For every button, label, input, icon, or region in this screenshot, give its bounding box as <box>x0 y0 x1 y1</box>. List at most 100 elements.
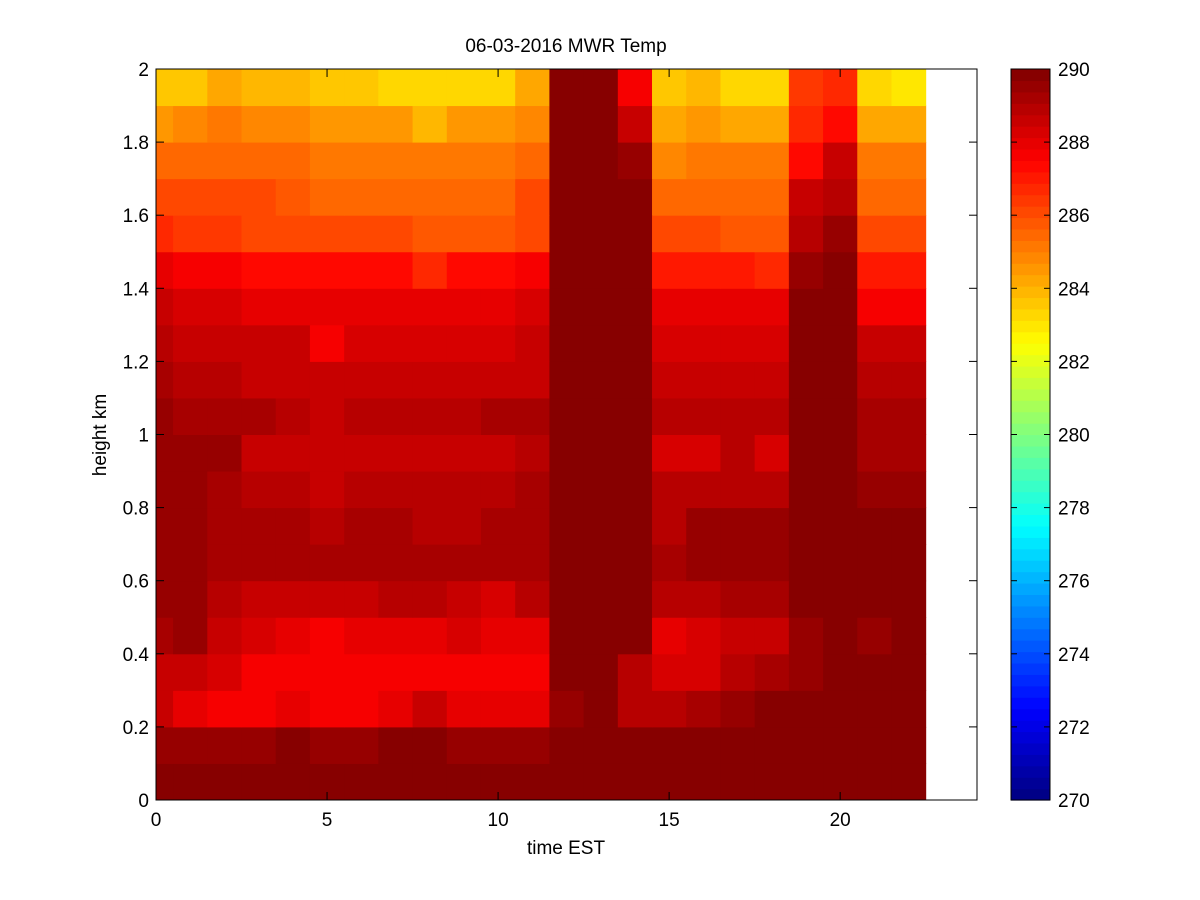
heatmap-cell <box>446 105 482 143</box>
heatmap-cell <box>378 142 414 180</box>
heatmap-cell <box>823 580 858 618</box>
heatmap-cell <box>173 434 208 472</box>
heatmap-cell <box>720 361 756 399</box>
heatmap-cell <box>754 471 790 509</box>
heatmap-cell <box>549 324 585 362</box>
heatmap-cell <box>446 397 482 435</box>
colorbar-swatch <box>1011 194 1050 207</box>
heatmap-cell <box>823 361 858 399</box>
heatmap-cell <box>549 726 585 764</box>
heatmap-cell <box>480 580 516 618</box>
colorbar-swatch <box>1011 457 1050 470</box>
heatmap-cell <box>823 288 858 326</box>
heatmap-cell <box>309 397 345 435</box>
heatmap-cell <box>378 324 414 362</box>
heatmap-cell <box>549 105 585 143</box>
heatmap-cell <box>549 434 585 472</box>
heatmap-cell <box>241 361 277 399</box>
heatmap-cell <box>549 251 585 289</box>
heatmap-cell <box>241 251 277 289</box>
heatmap-cell <box>720 142 756 180</box>
heatmap-cell <box>480 142 516 180</box>
heatmap-cell <box>378 434 414 472</box>
heatmap-cell <box>788 726 824 764</box>
y-tick-label: 0.8 <box>123 499 149 520</box>
heatmap-cell <box>720 471 756 509</box>
heatmap-cell <box>720 251 756 289</box>
heatmap-cell <box>686 434 721 472</box>
heatmap-cell <box>515 69 550 107</box>
heatmap-cell <box>378 763 414 801</box>
heatmap-cell <box>446 251 482 289</box>
heatmap-cell <box>891 142 927 180</box>
heatmap-cell <box>515 215 550 253</box>
heatmap-cell <box>788 763 824 801</box>
heatmap-cell <box>173 471 208 509</box>
heatmap-cell <box>412 178 448 216</box>
heatmap-cell <box>446 288 482 326</box>
heatmap-cell <box>446 690 482 728</box>
heatmap-cell <box>241 726 277 764</box>
heatmap-cell <box>412 69 448 107</box>
heatmap-cell <box>652 105 687 143</box>
heatmap-cell <box>156 324 174 362</box>
heatmap-cell <box>652 215 687 253</box>
heatmap-cell <box>823 178 858 216</box>
heatmap-cell <box>480 653 516 691</box>
heatmap-cell <box>652 251 687 289</box>
x-tick-label: 10 <box>488 810 509 831</box>
heatmap-cell <box>549 361 585 399</box>
heatmap-cell <box>515 288 550 326</box>
heatmap-cell <box>156 434 174 472</box>
heatmap-cell <box>788 434 824 472</box>
heatmap-cell <box>583 653 619 691</box>
heatmap-cell <box>823 434 858 472</box>
heatmap-cell <box>309 178 345 216</box>
heatmap-cell <box>275 69 311 107</box>
heatmap-cell <box>207 251 243 289</box>
heatmap-cell <box>412 471 448 509</box>
heatmap-cell <box>275 690 311 728</box>
heatmap-cell <box>549 617 585 655</box>
heatmap-cell <box>515 434 550 472</box>
heatmap-cell <box>241 324 277 362</box>
heatmap-cell <box>823 507 858 545</box>
heatmap-cell <box>617 69 653 107</box>
heatmap-cell <box>275 397 311 435</box>
heatmap-cell <box>515 361 550 399</box>
y-tick-label: 0.4 <box>123 645 150 666</box>
heatmap-cell <box>549 288 585 326</box>
heatmap-cell <box>173 544 208 582</box>
heatmap-cell <box>446 763 482 801</box>
heatmap-cell <box>446 580 482 618</box>
heatmap-cell <box>344 324 379 362</box>
y-tick-label: 1.8 <box>123 133 149 154</box>
heatmap-cell <box>857 507 892 545</box>
heatmap-cell <box>891 726 927 764</box>
heatmap-cell <box>412 324 448 362</box>
heatmap-cell <box>754 105 790 143</box>
heatmap-cell <box>378 69 414 107</box>
heatmap-cell <box>788 288 824 326</box>
heatmap-cell <box>275 178 311 216</box>
heatmap-cell <box>480 690 516 728</box>
colorbar-tick-label: 278 <box>1058 499 1090 520</box>
heatmap-cell <box>480 251 516 289</box>
heatmap-cell <box>617 544 653 582</box>
heatmap-cell <box>583 507 619 545</box>
heatmap-cell <box>891 580 927 618</box>
heatmap-cell <box>412 397 448 435</box>
heatmap-cell <box>344 215 379 253</box>
heatmap-cell <box>309 288 345 326</box>
heatmap-cell <box>378 251 414 289</box>
y-tick-label: 1 <box>138 426 149 447</box>
heatmap-cell <box>275 471 311 509</box>
heatmap-cell <box>344 142 379 180</box>
heatmap-cell <box>515 178 550 216</box>
colorbar-tick-label: 270 <box>1058 791 1090 812</box>
heatmap-cell <box>583 105 619 143</box>
heatmap-cell <box>241 763 277 801</box>
heatmap-cell <box>480 178 516 216</box>
heatmap-cell <box>617 580 653 618</box>
